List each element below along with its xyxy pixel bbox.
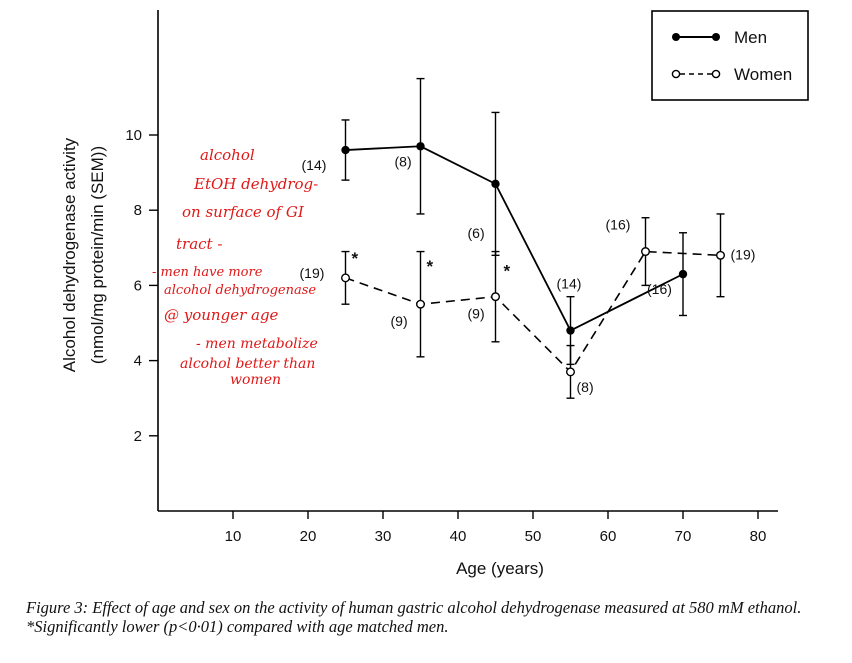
x-tick-label-70: 70	[675, 528, 692, 545]
y-tick-label-8: 8	[134, 202, 142, 219]
women-line	[345, 250, 721, 374]
women-point-65	[641, 247, 651, 257]
men-point-55	[566, 326, 575, 335]
note-line-5: - men have more	[152, 265, 263, 280]
note-line-9: alcohol better than	[180, 356, 315, 372]
women-n-label-45: (9)	[468, 306, 485, 322]
x-tick-label-30: 30	[375, 528, 392, 545]
note-line-6: alcohol dehydrogenase	[164, 283, 316, 298]
women-point-75	[716, 250, 726, 260]
figure-caption: Figure 3: Effect of age and sex on the a…	[26, 598, 802, 636]
women-n-label-75: (19)	[731, 246, 756, 262]
legend-men-marker-left	[672, 33, 680, 41]
men-point-45	[491, 179, 500, 189]
men-n-label-25: (14)	[302, 157, 327, 173]
y-tick-label-4: 4	[134, 353, 142, 370]
men-point-25	[341, 145, 350, 155]
women-n-label-35: (9)	[391, 313, 408, 329]
x-ticks: 10 20 30 40 50 60 70 80	[225, 511, 767, 545]
women-n-label-65: (16)	[606, 217, 631, 233]
women-n-label-25: (19)	[300, 265, 325, 281]
error-bars	[341, 77, 725, 399]
x-tick-label-60: 60	[600, 528, 617, 545]
men-n-label-45: (6)	[468, 225, 485, 241]
x-tick-label-10: 10	[225, 528, 242, 545]
women-point-55	[566, 367, 576, 377]
note-line-7: @ younger age	[164, 306, 279, 324]
sample-size-labels: (14) (8) (6) (14) (16) (19) * (9) * (9) * (8) (16) (1…	[300, 153, 756, 395]
note-line-8: - men metabolize	[196, 336, 318, 352]
legend-women-label: Women	[734, 65, 792, 84]
y-tick-label-6: 6	[134, 277, 142, 294]
x-tick-label-80: 80	[750, 528, 767, 545]
legend-box	[651, 10, 809, 101]
series-lines	[345, 145, 721, 374]
men-point-70	[678, 269, 688, 279]
legend-men-marker-right	[712, 33, 720, 41]
women-n-label-55: (8)	[577, 379, 594, 395]
women-significance-25: *	[352, 249, 359, 268]
y-axis-title-line2: (nmol/mg protein/min (SEM))	[88, 146, 107, 364]
x-tick-label-20: 20	[300, 528, 317, 545]
note-line-4: tract -	[176, 235, 222, 253]
women-point-25	[341, 273, 351, 283]
women-point-35	[416, 299, 426, 309]
markers	[341, 142, 726, 377]
women-point-45	[491, 292, 501, 302]
men-n-label-35: (8)	[395, 153, 412, 169]
y-tick-label-10: 10	[125, 127, 142, 144]
note-line-1: alcohol	[200, 146, 255, 164]
chart-area: 10 20 30 40 50 60 70 80 2 4 6 8 10 Age (years) Alco…	[60, 10, 809, 578]
women-significance-35: *	[427, 257, 434, 276]
legend-women-marker-right	[711, 69, 721, 79]
y-ticks: 2 4 6 8 10	[125, 127, 158, 445]
women-significance-45: *	[504, 262, 511, 281]
men-line	[345, 145, 684, 332]
note-line-2: EtOH dehydrog-	[193, 175, 318, 193]
note-line-10: women	[230, 372, 281, 388]
x-axis-title: Age (years)	[456, 559, 544, 578]
y-tick-label-2: 2	[134, 428, 142, 445]
x-tick-label-50: 50	[525, 528, 542, 545]
y-axis-title-line1: Alcohol dehydrogenase activity	[60, 137, 79, 372]
legend-women-marker-left	[671, 69, 681, 79]
men-point-35	[416, 142, 425, 151]
note-line-3: on surface of GI	[182, 203, 305, 221]
handwritten-annotation: alcohol EtOH dehydrog- on surface of GI …	[152, 146, 318, 388]
x-tick-label-40: 40	[450, 528, 467, 545]
legend: Men Women	[651, 10, 809, 101]
men-n-label-55: (14)	[557, 276, 582, 292]
legend-men-label: Men	[734, 28, 767, 47]
men-n-label-70: (16)	[647, 281, 672, 297]
